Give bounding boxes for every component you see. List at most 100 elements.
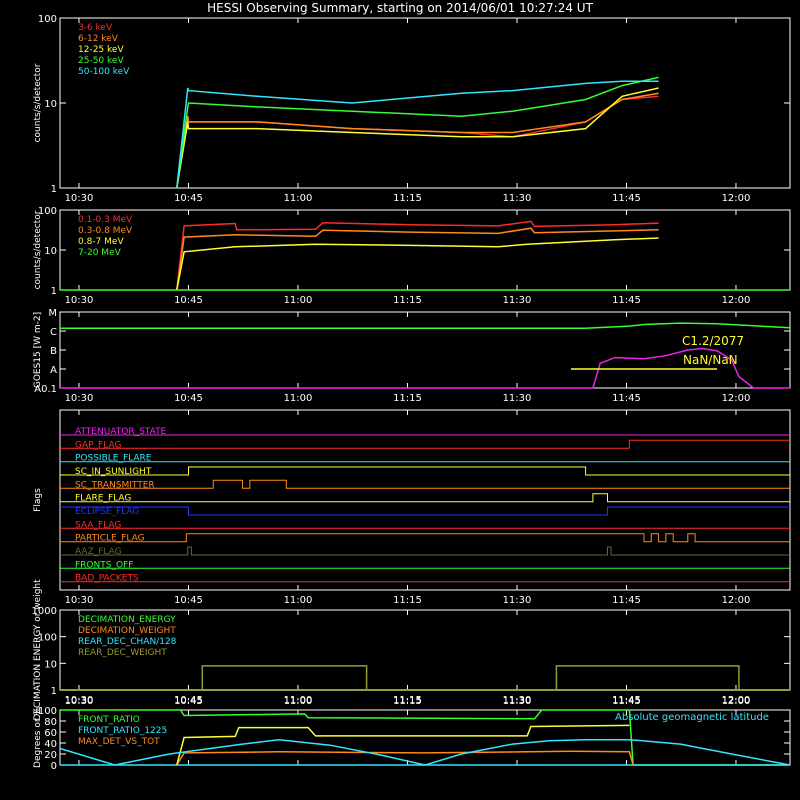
series-line-0.8-7 mev [177, 238, 659, 290]
geomag-annotation: Absolute geomagnetic latitude [615, 712, 769, 723]
panel-frame-high-energy-lightcurves [60, 210, 790, 290]
series-line-12-25 kev [177, 88, 659, 188]
x-tick-label: 11:00 [284, 295, 313, 306]
x-tick-label: 11:30 [503, 295, 532, 306]
flag-label-sc_transmitter: SC_TRANSMITTER [75, 480, 155, 490]
x-tick-label: 11:30 [503, 595, 532, 606]
legend-entry-0.3-0.8 mev: 0.3-0.8 MeV [78, 226, 133, 236]
series-line-25-50 kev [177, 77, 659, 188]
x-tick-label: 11:45 [612, 295, 641, 306]
legend-entry-front_ratio_1225: FRONT_RATIO_1225 [78, 726, 167, 736]
flag-label-bad_packets: BAD_PACKETS [75, 574, 139, 584]
y-tick-label: C [50, 327, 57, 338]
x-tick-label: 10:30 [65, 595, 94, 606]
flag-label-sc_in_sunlight: SC_IN_SUNLIGHT [75, 467, 152, 477]
legend-entry-0.8-7 mev: 0.8-7 MeV [78, 237, 124, 247]
y-tick-label: M [48, 308, 57, 319]
goes-annotation-class: C1.2/2077 [682, 334, 744, 348]
x-tick-label: 11:45 [612, 696, 641, 707]
legend-entry-7-20 mev: 7-20 MeV [78, 248, 122, 258]
flag-label-particle_flag: PARTICLE_FLAG [75, 534, 145, 544]
legend-entry-50-100 kev: 50-100 keV [78, 67, 130, 77]
x-tick-label: 11:30 [503, 696, 532, 707]
x-tick-label: 11:15 [393, 193, 422, 204]
x-tick-label: 11:45 [612, 595, 641, 606]
y-tick-label: 60 [44, 728, 57, 739]
flag-label-eclipse_flag: ECLIPSE_FLAG [75, 507, 139, 517]
legend-entry-0.1-0.3 mev: 0.1-0.3 MeV [78, 215, 133, 225]
x-tick-label: 10:30 [65, 696, 94, 707]
x-tick-label: 10:45 [174, 193, 203, 204]
series-line-rear_dec_weight_box [60, 666, 790, 690]
series-line-yellow [177, 725, 630, 765]
flag-trace-particle_flag [60, 534, 790, 542]
y-axis-label: Degrees or % [33, 707, 43, 768]
x-tick-label: 11:45 [612, 393, 641, 404]
legend-entry-front_ratio: FRONT_RATIO [78, 715, 140, 725]
x-tick-label: 11:00 [284, 696, 313, 707]
legend-entry-25-50 kev: 25-50 keV [78, 56, 124, 66]
x-tick-label: 11:15 [393, 696, 422, 707]
y-axis-label: Flags [33, 488, 43, 512]
y-tick-label: 10 [44, 99, 57, 110]
y-tick-label: 100 [38, 14, 57, 25]
legend-entry-rear_dec_weight: REAR_DEC_WEIGHT [78, 648, 167, 658]
x-tick-label: 10:45 [174, 295, 203, 306]
x-tick-label: 10:30 [65, 393, 94, 404]
flag-trace-sc_in_sunlight [60, 467, 790, 475]
x-tick-label: 11:30 [503, 393, 532, 404]
flag-trace-eclipse_flag [60, 507, 790, 515]
x-tick-label: 10:30 [65, 295, 94, 306]
series-line-3-6 kev [177, 96, 659, 188]
x-tick-label: 10:45 [174, 393, 203, 404]
x-tick-label: 11:00 [284, 193, 313, 204]
x-tick-label: 11:45 [612, 193, 641, 204]
y-tick-label: 80 [44, 717, 57, 728]
series-line-1-8 a [60, 323, 790, 328]
series-line-max_det_vs_tot [177, 751, 633, 765]
legend-entry-decimation_energy: DECIMATION_ENERGY [78, 615, 176, 625]
x-tick-label: 12:00 [722, 295, 751, 306]
flag-label-flare_flag: FLARE_FLAG [75, 494, 131, 504]
y-axis-label: counts/s/detector [33, 210, 43, 289]
flag-label-fronts_off: FRONTS_OFF [75, 560, 133, 570]
y-tick-label: 1 [51, 686, 57, 697]
x-tick-label: 11:15 [393, 595, 422, 606]
x-tick-label: 12:00 [722, 595, 751, 606]
x-tick-label: 11:30 [503, 193, 532, 204]
x-tick-label: 12:00 [722, 393, 751, 404]
flag-trace-sc_transmitter [60, 480, 790, 488]
y-axis-label: DECIMATION ENERGY or weight [33, 579, 43, 721]
goes-annotation-nan: NaN/NaN [683, 353, 738, 367]
panel-frame-flags [60, 410, 790, 590]
y-tick-label: 1 [51, 286, 57, 297]
flag-trace-gap_flag [60, 440, 790, 448]
x-tick-label: 11:15 [393, 295, 422, 306]
flag-label-gap_flag: GAP_FLAG [75, 440, 121, 450]
y-tick-label: A [50, 365, 57, 376]
legend-entry-6-12 kev: 6-12 keV [78, 34, 119, 44]
legend-entry-3-6 kev: 3-6 keV [78, 23, 113, 33]
y-tick-label: 0 [51, 761, 57, 772]
y-tick-label: 10 [44, 246, 57, 257]
y-tick-label: 20 [44, 750, 57, 761]
legend-entry-rear_dec_chan/128: REAR_DEC_CHAN/128 [78, 637, 177, 647]
y-axis-label: GOES15 [W m-2] [33, 312, 43, 388]
legend-entry-decimation_weight: DECIMATION_WEIGHT [78, 626, 176, 636]
panel-frame-low-energy-lightcurves [60, 18, 790, 188]
x-tick-label: 10:30 [65, 193, 94, 204]
x-tick-label: 10:45 [174, 696, 203, 707]
series-line-0.3-0.8 mev [177, 228, 659, 290]
flag-label-possible_flare: POSSIBLE_FLARE [75, 454, 152, 464]
x-tick-label: 10:45 [174, 595, 203, 606]
flag-trace-flare_flag [60, 494, 790, 502]
series-line-6-12 kev [177, 93, 659, 188]
y-tick-label: 10 [44, 659, 57, 670]
y-tick-label: 1 [51, 184, 57, 195]
chart-title: HESSI Observing Summary, starting on 201… [207, 1, 593, 15]
x-tick-label: 11:15 [393, 393, 422, 404]
flag-label-saa_flag: SAA_FLAG [75, 520, 121, 530]
flag-label-attenuator_state: ATTENUATOR_STATE [75, 427, 167, 437]
legend-entry-max_det_vs_tot: MAX_DET_VS_TOT [78, 737, 160, 747]
